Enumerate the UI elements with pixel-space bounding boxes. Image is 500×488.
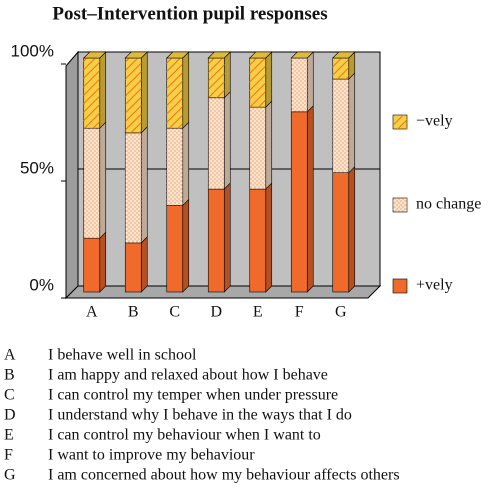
- bar-side: [265, 100, 273, 190]
- legend-label: +vely: [416, 277, 453, 294]
- key-letter: C: [4, 387, 15, 404]
- bar-side: [182, 51, 190, 129]
- key-letter: E: [4, 427, 14, 444]
- bar-side: [348, 72, 356, 174]
- bar-pattern: [166, 128, 183, 206]
- bar-top: [166, 51, 190, 59]
- bar: [332, 172, 350, 293]
- bar-top: [290, 51, 314, 59]
- bar-side: [99, 51, 107, 129]
- key-description: I understand why I behave in the ways th…: [48, 407, 352, 424]
- bar-pattern: [332, 79, 349, 173]
- key-letter: A: [4, 347, 16, 364]
- bar-top: [124, 51, 148, 59]
- bar-side: [140, 51, 148, 134]
- bar-pattern: [291, 58, 308, 112]
- bar: [83, 237, 101, 293]
- bar-pattern: [249, 107, 266, 190]
- key-description: I behave well in school: [48, 347, 197, 364]
- bar-pattern: [332, 58, 349, 80]
- key-letter: F: [4, 447, 13, 464]
- bar-side: [223, 182, 231, 293]
- key-description: I want to improve my behaviour: [48, 447, 255, 464]
- bar-side: [223, 51, 231, 99]
- x-tick-label: G: [335, 304, 347, 321]
- legend-swatch: [392, 278, 408, 294]
- bar: [124, 242, 142, 293]
- bar-side: [99, 231, 107, 293]
- x-tick-label: A: [86, 304, 98, 321]
- bar-side: [348, 165, 356, 293]
- bar-side: [182, 198, 190, 293]
- bar-pattern: [249, 58, 266, 108]
- bar-side: [265, 51, 273, 108]
- bar-pattern: [83, 128, 100, 239]
- y-tick-label: 100%: [11, 41, 54, 60]
- bar-top: [249, 51, 273, 59]
- bar-top: [332, 51, 356, 59]
- bar: [207, 188, 225, 293]
- bar-top: [207, 51, 231, 59]
- key-description: I am happy and relaxed about how I behav…: [48, 367, 328, 384]
- key-letter: G: [4, 467, 16, 484]
- bar-side: [99, 121, 107, 239]
- bar-pattern: [83, 58, 100, 129]
- x-tick-label: B: [128, 304, 139, 321]
- bar-pattern: [208, 58, 225, 98]
- bar-side: [265, 182, 273, 293]
- bar: [166, 205, 184, 293]
- key-description: I can control my behaviour when I want t…: [48, 427, 321, 444]
- bar-pattern: [125, 58, 142, 133]
- x-tick-label: C: [169, 304, 180, 321]
- bar-side: [223, 91, 231, 190]
- legend-pattern: [393, 115, 407, 129]
- bar-pattern: [166, 58, 183, 129]
- bar-side: [306, 51, 314, 113]
- key-description: I am concerned about how my behaviour af…: [48, 467, 400, 484]
- legend-label: no change: [416, 196, 481, 213]
- bar-top: [83, 51, 107, 59]
- bar: [290, 111, 308, 293]
- key-letter: B: [4, 367, 15, 384]
- bar: [249, 188, 267, 293]
- bar-side: [140, 236, 148, 293]
- key-description: I can control my temper when under press…: [48, 387, 338, 404]
- y-tick-label: 0%: [29, 275, 54, 294]
- x-tick-label: F: [295, 304, 304, 321]
- x-tick-label: D: [210, 304, 222, 321]
- bar-side: [306, 105, 314, 293]
- x-tick-label: E: [253, 304, 263, 321]
- legend-label: −vely: [416, 113, 453, 130]
- bar-side: [182, 121, 190, 207]
- legend-pattern: [393, 198, 407, 212]
- bar-side: [140, 126, 148, 244]
- chart-title: Post–Intervention pupil responses: [52, 3, 327, 24]
- y-tick-label: 50%: [20, 158, 54, 177]
- bar-pattern: [125, 132, 142, 243]
- key-letter: D: [4, 407, 16, 424]
- bar-pattern: [208, 97, 225, 190]
